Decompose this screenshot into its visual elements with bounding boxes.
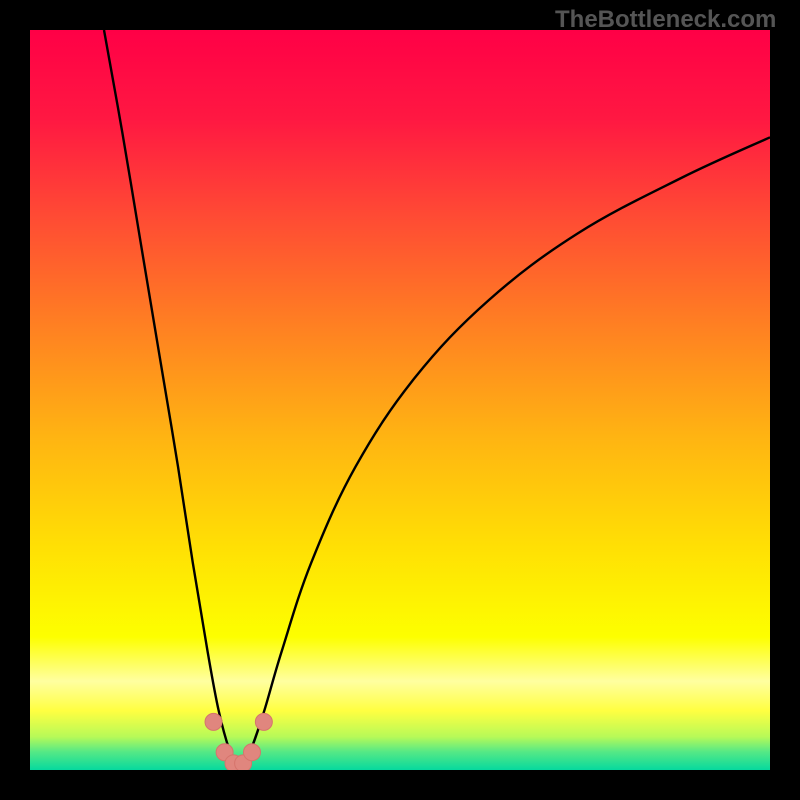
curve-right-branch bbox=[237, 137, 770, 766]
chart-overlay bbox=[30, 30, 770, 770]
marker-point bbox=[205, 713, 222, 730]
marker-point bbox=[244, 744, 261, 761]
curve-left-branch bbox=[104, 30, 237, 766]
marker-point bbox=[255, 713, 272, 730]
figure-root: TheBottleneck.com bbox=[0, 0, 800, 800]
watermark-text: TheBottleneck.com bbox=[555, 6, 776, 34]
